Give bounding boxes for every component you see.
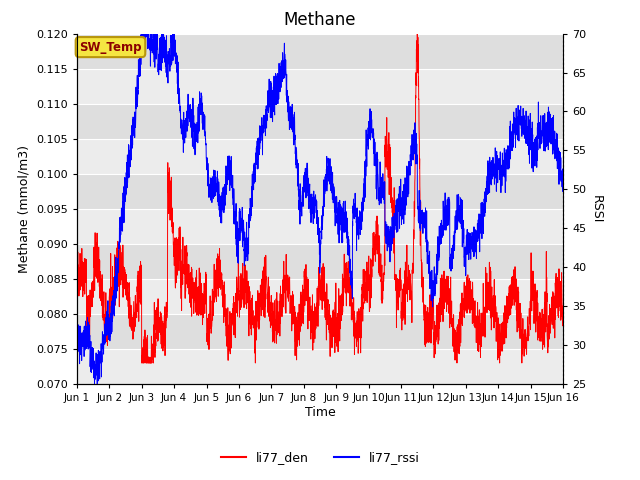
Bar	[77, 349, 563, 384]
Legend: li77_den, li77_rssi: li77_den, li77_rssi	[216, 446, 424, 469]
Y-axis label: Methane (mmol/m3): Methane (mmol/m3)	[17, 145, 31, 273]
Bar	[77, 139, 563, 174]
Title: Methane: Methane	[284, 11, 356, 29]
Bar	[77, 279, 563, 314]
X-axis label: Time: Time	[305, 406, 335, 419]
Bar	[77, 69, 563, 104]
Bar	[77, 244, 563, 279]
Bar	[77, 209, 563, 244]
Bar	[77, 34, 563, 69]
Bar	[77, 104, 563, 139]
Text: SW_Temp: SW_Temp	[79, 41, 141, 54]
Bar	[77, 314, 563, 349]
Bar	[77, 174, 563, 209]
Y-axis label: RSSI: RSSI	[590, 194, 603, 223]
